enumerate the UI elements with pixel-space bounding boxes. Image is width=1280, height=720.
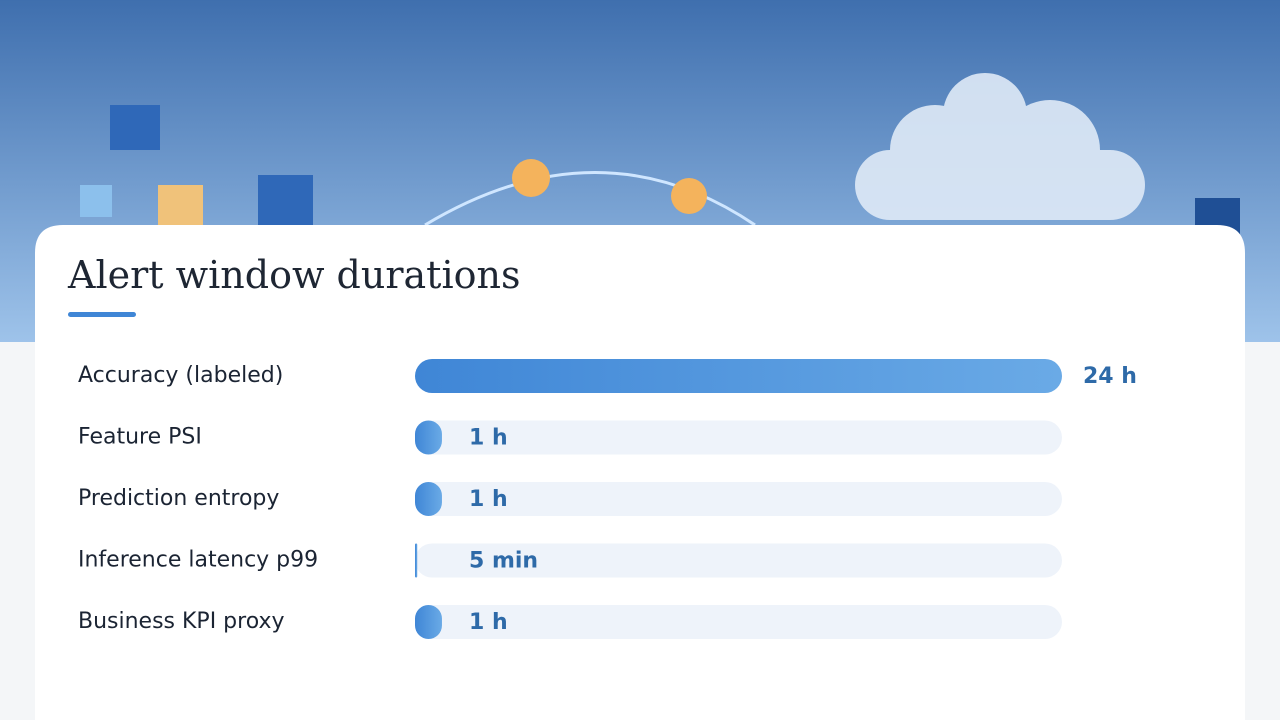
value-label: 24 h	[1083, 364, 1137, 389]
category-label: Prediction entropy	[78, 486, 279, 511]
bar	[415, 543, 418, 578]
category-label: Inference latency p99	[78, 548, 318, 573]
chart-title: Alert window durations	[67, 253, 520, 297]
value-label: 1 h	[469, 610, 508, 635]
bar-track	[415, 605, 1062, 639]
value-label: 1 h	[469, 426, 508, 451]
bar-track	[415, 482, 1062, 516]
bar	[415, 605, 442, 639]
bar	[415, 482, 442, 516]
category-label: Business KPI proxy	[78, 609, 285, 634]
category-label: Feature PSI	[78, 425, 202, 450]
bar-track	[415, 543, 1062, 578]
category-label: Accuracy (labeled)	[78, 363, 283, 388]
value-label: 5 min	[469, 549, 538, 574]
bar	[415, 359, 1062, 393]
card	[35, 225, 1245, 720]
bar-track	[415, 420, 1062, 455]
bar	[415, 420, 442, 455]
title-underline	[68, 312, 136, 317]
value-label: 1 h	[469, 487, 508, 512]
